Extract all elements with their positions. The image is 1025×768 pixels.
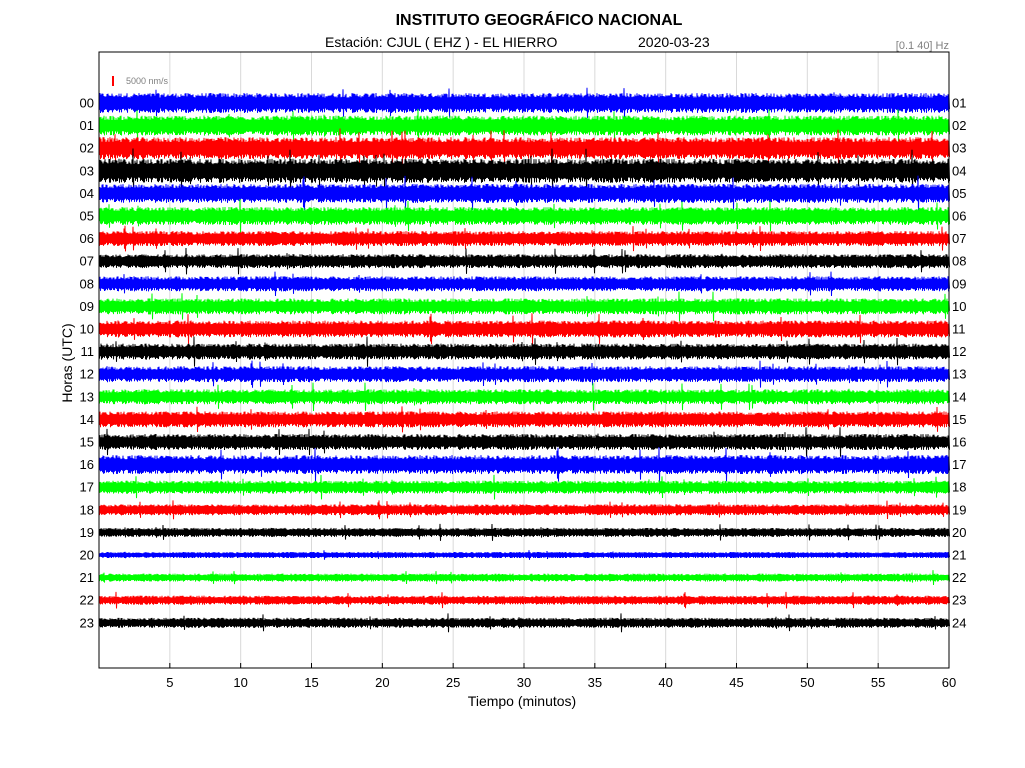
trace-line xyxy=(98,247,950,275)
x-tick-label: 50 xyxy=(800,675,814,690)
trace-line xyxy=(98,591,950,609)
hour-label-right: 16 xyxy=(952,435,966,450)
x-tick-label: 45 xyxy=(729,675,743,690)
x-tick-label: 15 xyxy=(304,675,318,690)
trace-line xyxy=(98,406,950,433)
trace-line xyxy=(98,447,950,483)
hour-label-right: 02 xyxy=(952,118,966,133)
hour-label-right: 24 xyxy=(952,615,966,630)
hour-label-right: 23 xyxy=(952,593,966,608)
x-tick-label: 25 xyxy=(446,675,460,690)
trace-line xyxy=(98,148,950,194)
hour-label-right: 07 xyxy=(952,231,966,246)
hour-label-left: 02 xyxy=(80,141,94,156)
hour-label-left: 15 xyxy=(80,435,94,450)
hour-label-left: 22 xyxy=(80,593,94,608)
hour-label-right: 14 xyxy=(952,389,966,404)
hour-label-right: 10 xyxy=(952,299,966,314)
x-tick-label: 30 xyxy=(517,675,531,690)
hour-label-left: 03 xyxy=(80,163,94,178)
hour-label-left: 00 xyxy=(80,96,94,111)
hour-label-right: 01 xyxy=(952,96,966,111)
trace-line xyxy=(98,313,950,345)
hour-label-right: 18 xyxy=(952,480,966,495)
hour-label-right: 04 xyxy=(952,163,966,178)
hour-label-right: 20 xyxy=(952,525,966,540)
hour-label-left: 06 xyxy=(80,231,94,246)
trace-line xyxy=(98,523,950,541)
x-tick-label: 55 xyxy=(871,675,885,690)
trace-line xyxy=(98,570,950,586)
hour-label-right: 05 xyxy=(952,186,966,201)
hour-label-left: 05 xyxy=(80,209,94,224)
trace-line xyxy=(98,271,950,297)
hour-label-left: 18 xyxy=(80,502,94,517)
hour-label-left: 19 xyxy=(80,525,94,540)
x-axis-label: Tiempo (minutos) xyxy=(468,693,576,709)
hour-labels: 00 01 01 02 02 03 03 04 04 05 05 06 06 07 07 08 08 09 09 10… xyxy=(80,96,967,631)
station-label: Estación: CJUL ( EHZ ) - EL HIERRO xyxy=(325,34,558,50)
trace-line xyxy=(98,427,950,457)
hour-label-right: 11 xyxy=(952,322,966,337)
hour-label-left: 23 xyxy=(80,615,94,630)
filter-label: [0.1 40] Hz xyxy=(895,40,949,52)
hour-label-left: 10 xyxy=(80,322,94,337)
page-title: INSTITUTO GEOGRÁFICO NACIONAL xyxy=(395,12,683,29)
trace-line xyxy=(98,360,950,388)
x-tick-label: 20 xyxy=(375,675,389,690)
hour-label-left: 08 xyxy=(80,276,94,291)
hour-label-right: 17 xyxy=(952,457,966,472)
hour-label-left: 17 xyxy=(80,480,94,495)
date-label: 2020-03-23 xyxy=(638,34,710,50)
trace-line xyxy=(98,613,950,633)
hour-label-right: 12 xyxy=(952,344,966,359)
hour-label-right: 03 xyxy=(952,141,966,156)
hour-label-right: 22 xyxy=(952,570,966,585)
hour-label-left: 01 xyxy=(80,118,94,133)
hour-label-right: 15 xyxy=(952,412,966,427)
x-tick-label: 35 xyxy=(588,675,602,690)
x-tick-label: 40 xyxy=(658,675,672,690)
x-axis: 5 10 15 20 25 30 35 40 45 50 55 60 xyxy=(166,663,956,690)
hour-label-right: 08 xyxy=(952,254,966,269)
traces xyxy=(98,87,950,633)
hour-label-left: 12 xyxy=(80,367,94,382)
hour-label-left: 21 xyxy=(80,570,94,585)
trace-line xyxy=(98,87,950,119)
hour-label-right: 06 xyxy=(952,209,966,224)
hour-label-left: 11 xyxy=(81,344,95,359)
trace-line xyxy=(98,500,950,520)
x-tick-label: 5 xyxy=(166,675,173,690)
hour-label-left: 16 xyxy=(80,457,94,472)
hour-label-right: 21 xyxy=(952,548,966,563)
hour-label-left: 14 xyxy=(80,412,94,427)
hour-label-left: 09 xyxy=(80,299,94,314)
trace-line xyxy=(98,198,950,234)
trace-line xyxy=(98,291,950,322)
hour-label-right: 19 xyxy=(952,502,966,517)
y-axis-label: Horas (UTC) xyxy=(59,323,75,402)
hour-label-left: 04 xyxy=(80,186,94,201)
hour-label-left: 13 xyxy=(80,389,94,404)
trace-line xyxy=(98,382,950,412)
scale-bar: 5000 nm/s xyxy=(112,76,169,86)
x-tick-label: 10 xyxy=(233,675,247,690)
scale-bar-label: 5000 nm/s xyxy=(126,76,169,86)
trace-line xyxy=(98,108,950,143)
trace-line xyxy=(98,175,950,212)
trace-line xyxy=(98,225,950,252)
trace-line xyxy=(98,128,950,168)
x-tick-label: 60 xyxy=(942,675,956,690)
trace-line xyxy=(98,336,950,367)
hour-label-right: 13 xyxy=(952,367,966,382)
hour-label-left: 20 xyxy=(80,548,94,563)
hour-label-left: 07 xyxy=(80,254,94,269)
trace-line xyxy=(98,550,950,560)
trace-line xyxy=(98,474,950,500)
hour-label-right: 09 xyxy=(952,276,966,291)
